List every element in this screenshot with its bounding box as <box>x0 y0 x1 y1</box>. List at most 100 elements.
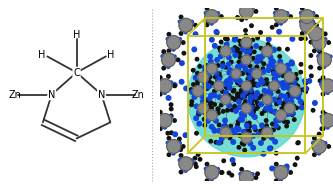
Circle shape <box>262 46 272 57</box>
Text: Zn: Zn <box>132 90 145 99</box>
Circle shape <box>254 10 258 13</box>
Circle shape <box>203 65 207 70</box>
Circle shape <box>198 109 202 114</box>
Circle shape <box>196 80 199 83</box>
Circle shape <box>303 79 307 83</box>
Circle shape <box>201 94 205 98</box>
Circle shape <box>218 76 222 79</box>
Circle shape <box>258 102 263 107</box>
Circle shape <box>237 60 241 64</box>
Circle shape <box>247 140 251 143</box>
Circle shape <box>277 126 280 130</box>
Circle shape <box>255 59 259 64</box>
Circle shape <box>209 139 212 143</box>
Circle shape <box>278 64 282 68</box>
Circle shape <box>276 73 279 76</box>
Circle shape <box>228 80 233 85</box>
Circle shape <box>221 90 224 93</box>
Circle shape <box>167 136 170 140</box>
Circle shape <box>249 111 253 116</box>
Circle shape <box>281 74 285 77</box>
Circle shape <box>161 55 164 58</box>
Circle shape <box>233 53 237 57</box>
Circle shape <box>320 81 323 84</box>
Circle shape <box>279 93 283 98</box>
Text: H: H <box>73 30 80 40</box>
Circle shape <box>265 124 268 127</box>
Circle shape <box>224 79 229 84</box>
Circle shape <box>256 55 260 59</box>
Circle shape <box>277 29 281 34</box>
Circle shape <box>267 146 272 151</box>
Circle shape <box>273 110 278 115</box>
Circle shape <box>244 101 247 105</box>
Circle shape <box>284 103 295 114</box>
Circle shape <box>252 69 262 79</box>
Circle shape <box>312 20 315 23</box>
Circle shape <box>321 76 325 79</box>
Circle shape <box>268 51 272 55</box>
Circle shape <box>227 94 231 97</box>
Circle shape <box>284 72 295 83</box>
Circle shape <box>249 110 253 115</box>
Circle shape <box>259 59 262 62</box>
Circle shape <box>310 74 313 77</box>
Circle shape <box>218 54 223 58</box>
Circle shape <box>320 82 324 86</box>
Circle shape <box>273 77 277 81</box>
Circle shape <box>327 145 330 148</box>
Circle shape <box>317 152 321 155</box>
Circle shape <box>167 33 170 36</box>
Circle shape <box>279 22 282 25</box>
Circle shape <box>192 86 203 96</box>
Circle shape <box>169 114 173 118</box>
Circle shape <box>261 67 265 70</box>
Circle shape <box>178 142 181 145</box>
Circle shape <box>215 31 219 35</box>
Circle shape <box>179 170 183 174</box>
Circle shape <box>242 113 246 118</box>
Circle shape <box>272 77 276 81</box>
Circle shape <box>176 58 180 62</box>
Circle shape <box>244 34 248 37</box>
Circle shape <box>195 82 199 86</box>
Circle shape <box>305 22 308 25</box>
Circle shape <box>245 83 249 87</box>
Circle shape <box>269 132 272 135</box>
Circle shape <box>173 119 176 122</box>
Circle shape <box>281 85 286 90</box>
Circle shape <box>292 80 297 84</box>
Circle shape <box>300 10 314 23</box>
Circle shape <box>159 111 162 114</box>
Text: C: C <box>73 67 80 77</box>
Circle shape <box>204 20 208 23</box>
Circle shape <box>314 39 317 42</box>
Circle shape <box>267 64 271 68</box>
Circle shape <box>286 167 289 171</box>
Circle shape <box>238 80 243 84</box>
Circle shape <box>313 49 316 53</box>
Circle shape <box>197 112 201 116</box>
Circle shape <box>313 101 317 105</box>
Circle shape <box>234 77 238 82</box>
Circle shape <box>241 47 245 52</box>
Circle shape <box>212 44 217 48</box>
Circle shape <box>247 49 252 53</box>
Circle shape <box>219 49 222 53</box>
Circle shape <box>233 105 236 108</box>
Circle shape <box>159 92 162 96</box>
Circle shape <box>222 159 225 163</box>
Text: H: H <box>39 50 46 60</box>
Circle shape <box>270 26 274 29</box>
Circle shape <box>287 68 291 73</box>
Circle shape <box>291 111 295 115</box>
Circle shape <box>262 126 265 129</box>
Circle shape <box>276 73 281 77</box>
Circle shape <box>321 111 325 114</box>
Circle shape <box>221 95 230 105</box>
Circle shape <box>267 89 271 94</box>
Circle shape <box>219 40 223 44</box>
Circle shape <box>214 119 218 123</box>
Circle shape <box>248 82 251 85</box>
Circle shape <box>274 151 278 155</box>
